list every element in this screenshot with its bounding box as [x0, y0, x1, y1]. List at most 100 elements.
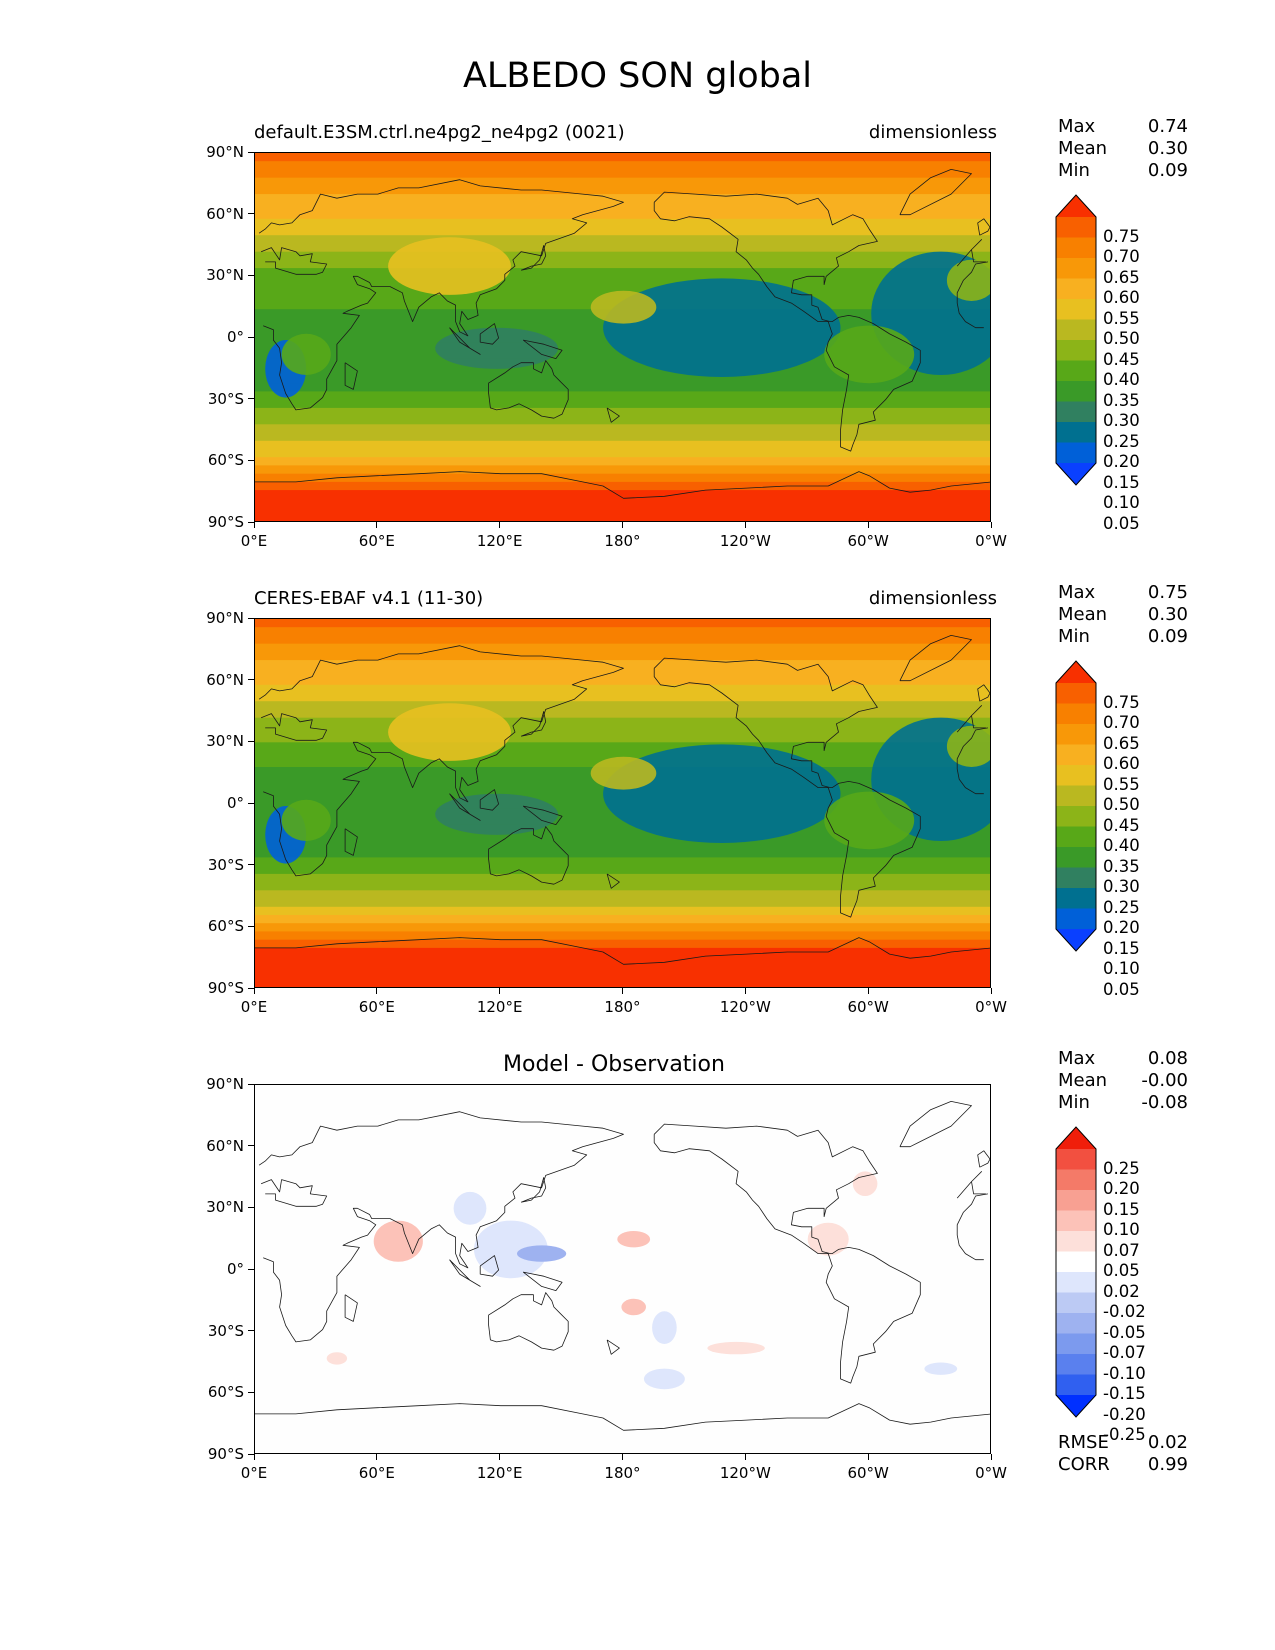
- coastline: [258, 645, 624, 877]
- colorbar-label: 0.45: [1103, 815, 1140, 835]
- field-band: [255, 490, 990, 499]
- field-band: [255, 276, 990, 286]
- colorbar-cell: [1056, 1313, 1096, 1334]
- field-band: [255, 268, 990, 277]
- field-band: [255, 857, 990, 867]
- colorbar-cell: [1056, 847, 1096, 868]
- colorbar-svg: [1055, 194, 1097, 486]
- field-band: [255, 375, 990, 384]
- rmse-label: RMSE: [1058, 1432, 1109, 1453]
- lon-tick: [376, 1454, 378, 1460]
- colorbar: 0.75 0.70 0.65 0.60 0.55 0.50 0.45 0.40 0.35 0.30…: [1055, 660, 1140, 999]
- field-band: [255, 284, 990, 294]
- lon-tick-label: 0°E: [240, 1464, 268, 1482]
- difference-panel: Model - Observation 90°N 60°N 30°N 0° 30°S 60…: [0, 1048, 1275, 1518]
- lat-tick: [248, 1391, 254, 1393]
- colorbar-cell: [1056, 1169, 1096, 1191]
- coastline: [487, 1292, 569, 1351]
- colorbar-label: 0.05: [1103, 979, 1140, 999]
- colorbar-label: 0.20: [1103, 918, 1140, 937]
- stat-mean-value: 0.30: [1147, 604, 1188, 625]
- coastline: [479, 323, 500, 345]
- coastline: [260, 713, 328, 741]
- lon-tick-label: 60°W: [847, 998, 889, 1016]
- lat-tick: [248, 336, 254, 338]
- stat-mean-value: 0.30: [1147, 138, 1188, 159]
- field-band: [255, 243, 990, 253]
- colorbar-cell: [1056, 381, 1096, 402]
- colorbar-outline: [1055, 660, 1097, 952]
- field-band: [255, 177, 990, 187]
- coastline: [260, 1179, 328, 1207]
- field-region: [435, 327, 558, 369]
- colorbar-bottom-extend: [1056, 1395, 1096, 1417]
- coastline: [344, 362, 358, 390]
- coastline: [653, 1123, 921, 1384]
- field-band: [255, 709, 990, 719]
- coastline: [260, 247, 328, 275]
- field-band: [255, 882, 990, 891]
- colorbar-cell: [1056, 237, 1096, 259]
- field-band: [255, 407, 990, 417]
- lat-tick: [248, 987, 254, 989]
- field-band: [255, 972, 990, 982]
- lon-tick: [990, 1454, 992, 1460]
- colorbar-label: 0.15: [1103, 472, 1140, 492]
- lat-tick-label: 60°S: [207, 1383, 244, 1402]
- colorbar-label: -0.02: [1103, 1302, 1146, 1321]
- stat-max-value: 0.74: [1147, 116, 1188, 137]
- panel-units: dimensionless: [868, 588, 997, 609]
- colorbar-cell: [1056, 1272, 1096, 1293]
- colorbar-label: 0.15: [1103, 938, 1140, 958]
- field-band: [255, 432, 990, 442]
- field-band: [255, 194, 990, 203]
- lat-tick-label: 60°S: [207, 451, 244, 470]
- field-band: [255, 734, 990, 743]
- stat-mean-value: -0.00: [1141, 1070, 1188, 1091]
- lon-tick-label: 0°W: [975, 1464, 1007, 1482]
- field-band: [255, 676, 990, 686]
- coastline: [520, 711, 547, 737]
- difference-region: [621, 1298, 646, 1316]
- colorbar-bottom-extend: [1056, 929, 1096, 951]
- difference-region: [852, 1171, 878, 1196]
- lat-tick-label: 90°N: [206, 609, 244, 627]
- colorbar-label: 0.50: [1103, 329, 1140, 348]
- colorbar-label: 0.10: [1103, 493, 1140, 512]
- stat-mean-label: Mean: [1058, 604, 1108, 625]
- field-band: [255, 465, 990, 475]
- field-band: [255, 701, 990, 710]
- coastline: [956, 727, 988, 795]
- colorbar-label: 0.55: [1103, 308, 1140, 328]
- field-band: [255, 668, 990, 678]
- lon-tick: [867, 1454, 869, 1460]
- colorbar-label: 0.15: [1103, 1199, 1140, 1219]
- lat-tick: [248, 213, 254, 215]
- lat-tick-label: 30°S: [207, 389, 244, 408]
- field-band: [255, 956, 990, 965]
- field-band: [255, 635, 990, 645]
- colorbar-label: 0.55: [1103, 774, 1140, 794]
- coastline: [899, 168, 972, 216]
- coastline: [487, 360, 569, 419]
- lon-tick: [622, 1454, 623, 1460]
- lon-tick: [990, 988, 992, 994]
- colorbar-cell: [1056, 1190, 1096, 1211]
- field-band: [255, 643, 990, 653]
- coastline: [258, 1111, 624, 1343]
- lon-tick: [376, 522, 378, 528]
- coastline: [899, 1100, 972, 1148]
- colorbar-svg: [1055, 1126, 1097, 1418]
- coastline: [449, 793, 481, 821]
- colorbar-cell: [1056, 1251, 1096, 1273]
- colorbar-label: 0.35: [1103, 390, 1140, 410]
- lat-tick-label: 90°S: [207, 979, 244, 997]
- colorbar-cell: [1056, 401, 1096, 423]
- field-region: [603, 278, 841, 377]
- coastline: [522, 1271, 563, 1292]
- stat-min-label: Min: [1058, 160, 1090, 181]
- colorbar-label: 0.60: [1103, 754, 1140, 773]
- field-region: [824, 791, 915, 850]
- colorbar-label: -0.15: [1103, 1384, 1146, 1403]
- colorbar-cell: [1056, 888, 1096, 909]
